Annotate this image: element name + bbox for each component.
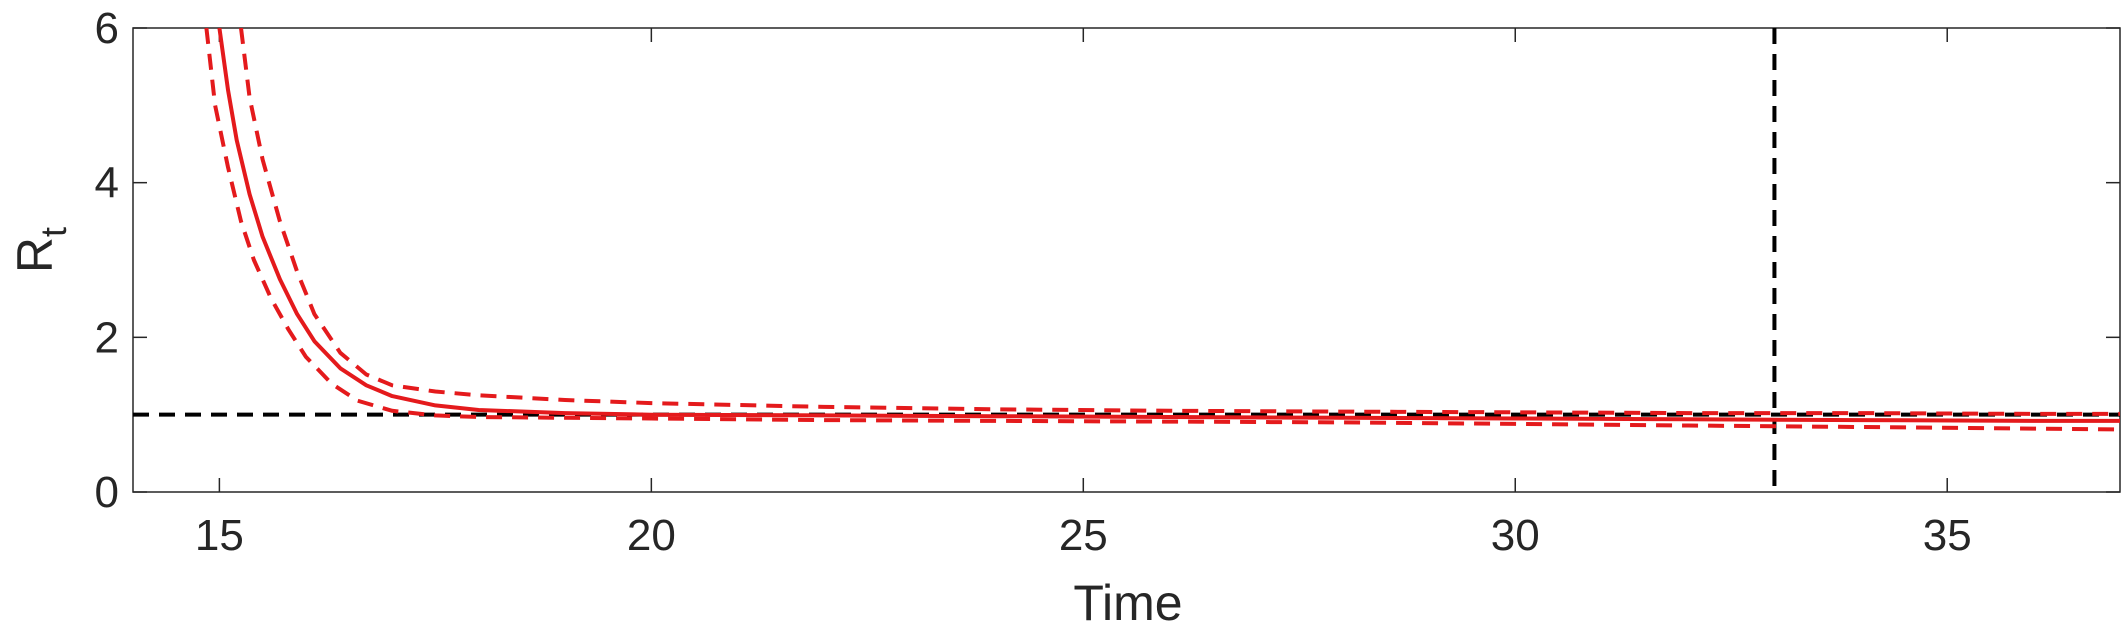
y-tick-label: 2 — [95, 313, 119, 362]
plot-area: 15 20 25 30 35 0 2 4 6 — [95, 4, 2121, 560]
y-tick-label: 0 — [95, 468, 119, 517]
y-tick-label: 4 — [95, 159, 119, 208]
y-axis-label-main: R — [7, 237, 63, 273]
y-axis-label-subscript: t — [33, 227, 74, 237]
data-layer — [133, 28, 2120, 492]
y-axis-title: Rt — [7, 227, 74, 273]
x-tick-label: 20 — [627, 511, 676, 560]
x-tick-label: 35 — [1923, 511, 1972, 560]
x-tick-label: 25 — [1059, 511, 1108, 560]
series-line-upper-bound — [239, 28, 2120, 416]
series-line-lower-bound — [204, 28, 2120, 432]
axis-box — [132, 27, 2121, 493]
x-tick-label: 30 — [1491, 511, 1540, 560]
x-axis-label: Time — [1073, 575, 1182, 625]
series-line-estimate — [217, 28, 2120, 423]
y-axis-label: Rt — [7, 227, 74, 273]
y-tick-label: 6 — [95, 4, 119, 53]
x-tick-label: 15 — [195, 511, 244, 560]
